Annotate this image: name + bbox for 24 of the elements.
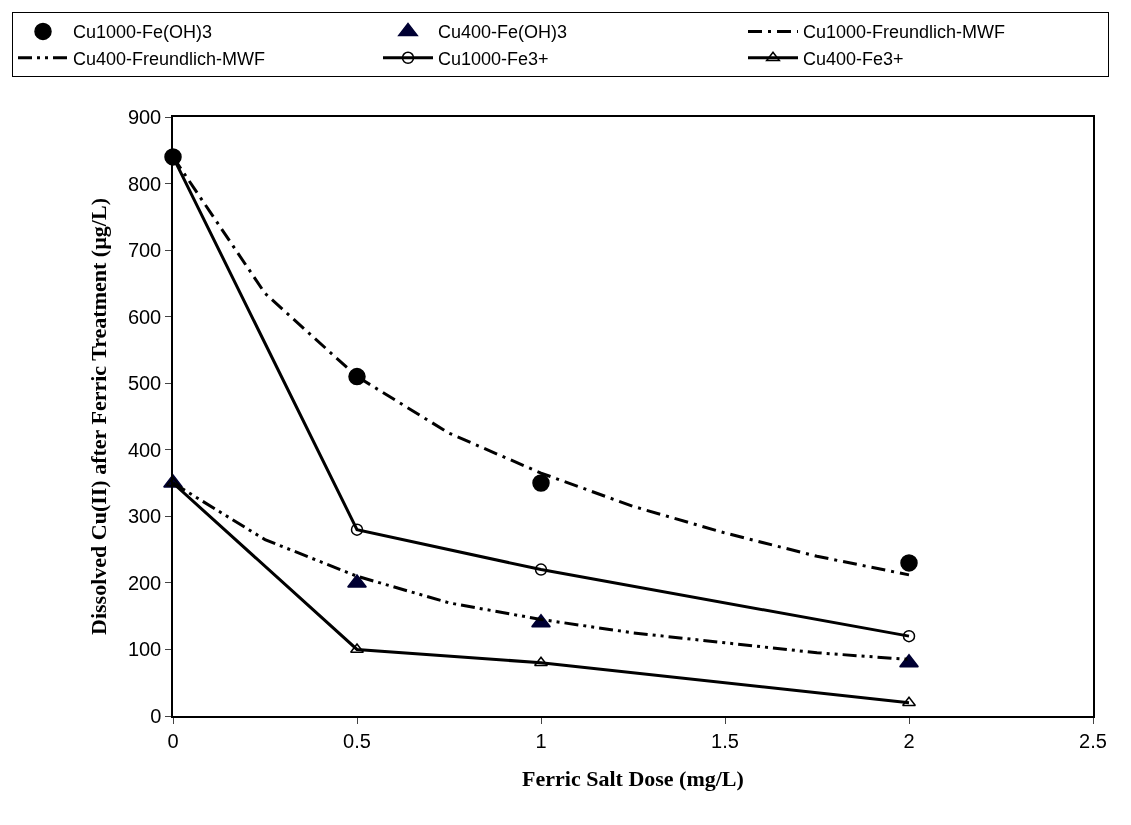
y-tick-label: 200: [127, 571, 162, 594]
y-tick-label: 0: [150, 705, 162, 727]
legend-label: Cu400-Fe3+: [803, 48, 904, 69]
legend-label: Cu1000-Fe3+: [438, 48, 549, 69]
y-tick-label: 700: [127, 239, 162, 262]
x-tick-label: 1.5: [711, 729, 739, 752]
x-tick-label: 0.5: [343, 729, 371, 752]
y-tick-label: 600: [127, 305, 162, 328]
y-tick-label: 900: [127, 106, 162, 128]
y-tick-label: 500: [127, 372, 162, 395]
y-tick-label: 400: [127, 438, 162, 461]
legend-label: Cu400-Fe(OH)3: [438, 22, 568, 43]
y-tick-label: 300: [127, 505, 162, 528]
legend-label: Cu1000-Fe(OH)3: [73, 22, 213, 43]
y-axis-title: Dissolved Cu(II) after Ferric Treatment (µg/L): [86, 198, 112, 635]
x-axis-title: Ferric Salt Dose (mg/L): [522, 766, 744, 792]
y-tick-label: 800: [127, 172, 162, 195]
x-tick-label: 0: [167, 729, 179, 752]
y-tick-label: 100: [127, 638, 162, 661]
x-tick-label: 2: [903, 729, 915, 752]
legend-label: Cu1000-Freundlich-MWF: [803, 22, 1006, 43]
x-tick-label: 2.5: [1079, 729, 1107, 752]
x-tick-label: 1: [535, 729, 547, 752]
legend-label: Cu400-Freundlich-MWF: [73, 48, 266, 69]
